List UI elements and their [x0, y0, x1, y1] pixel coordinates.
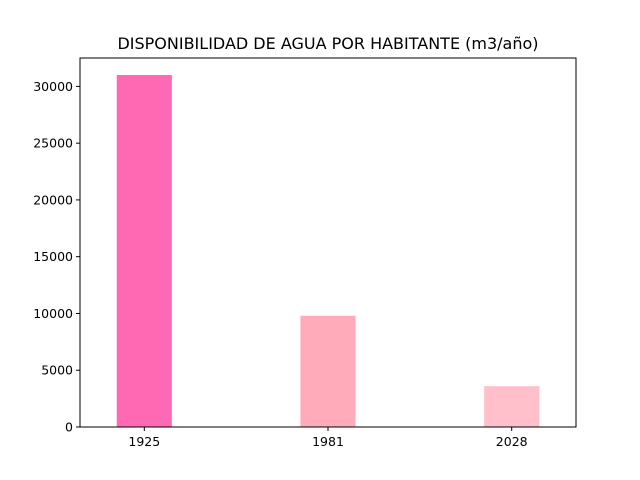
x-axis: 1925 1981 2028 — [128, 427, 528, 449]
x-tick-label: 1925 — [128, 434, 160, 449]
y-tick-label: 0 — [65, 420, 73, 435]
bars-group — [116, 75, 540, 428]
bar-1981 — [300, 315, 356, 427]
y-tick-label: 20000 — [33, 192, 73, 207]
bar-1925 — [116, 75, 172, 428]
y-tick-label: 25000 — [33, 136, 73, 151]
plot-frame — [79, 57, 577, 428]
bar-2028 — [484, 386, 540, 427]
y-tick-label: 5000 — [41, 363, 73, 378]
y-tick-label: 10000 — [33, 306, 73, 321]
chart-title: DISPONIBILIDAD DE AGUA POR HABITANTE (m3… — [117, 34, 538, 53]
y-tick-label: 15000 — [33, 249, 73, 264]
y-axis: 0 5000 10000 15000 20000 25000 30000 — [33, 79, 80, 435]
x-tick-label: 1981 — [312, 434, 344, 449]
y-tick-label: 30000 — [33, 79, 73, 94]
x-tick-label: 2028 — [496, 434, 528, 449]
